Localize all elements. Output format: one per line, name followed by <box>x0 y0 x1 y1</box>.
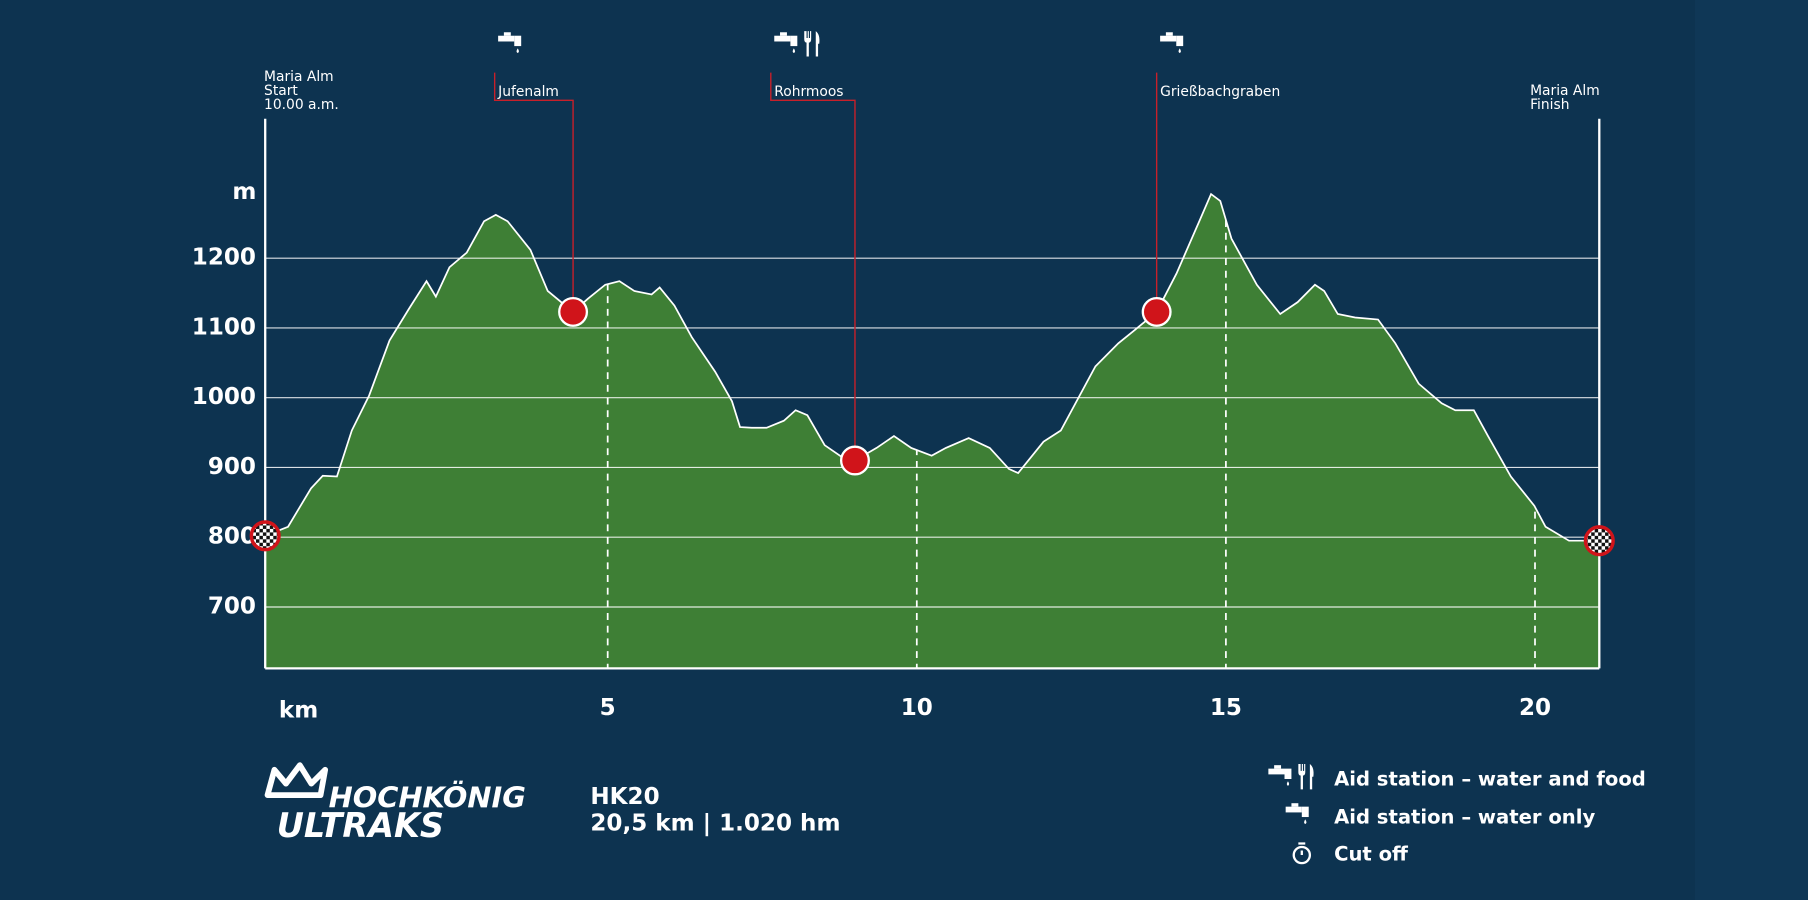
finish-label: Maria Alm <box>1530 83 1600 99</box>
legend-label: Aid station – water only <box>1334 806 1595 829</box>
station-icon-water <box>1160 32 1184 54</box>
y-tick-label: 700 <box>208 593 256 619</box>
aid-station <box>839 445 870 476</box>
station-icon-food <box>804 31 820 57</box>
logo-line2: ULTRAKS <box>277 806 444 845</box>
start-label: Start <box>264 83 298 99</box>
profile-line <box>264 192 1600 542</box>
logo-crown <box>264 762 329 799</box>
station-leader <box>770 72 856 461</box>
logo-line1: HOCHKÖNIG <box>329 781 526 815</box>
race-stats: 20,5 km | 1.020 hm <box>590 810 840 836</box>
x-tick-label: 20 <box>1519 695 1551 721</box>
station-icon-water <box>774 32 798 54</box>
y-axis-label: m <box>232 179 256 205</box>
x-axis-label: km <box>279 698 318 724</box>
station-leader <box>493 72 574 312</box>
finish-label: Finish <box>1530 97 1569 113</box>
start-marker <box>249 520 281 552</box>
area <box>265 194 1600 669</box>
legend-icon-cutoff <box>1292 845 1312 865</box>
start-label: Maria Alm <box>264 69 334 85</box>
legend-label: Aid station – water and food <box>1334 768 1646 791</box>
y-tick-label: 900 <box>208 454 256 480</box>
plot: 5 10 15 20 700 800 900 1000 1100 1200 m km Maria Alm… <box>192 31 1615 724</box>
y-tick-label: 1100 <box>192 314 256 340</box>
y-tick-label: 1200 <box>192 245 256 271</box>
station-label: Grießbachgraben <box>1160 84 1280 100</box>
logo: HOCHKÖNIG ULTRAKS <box>264 762 526 845</box>
aid-station <box>1141 296 1172 327</box>
background-band <box>1695 0 1808 900</box>
station-label: Jufenalm <box>497 84 559 100</box>
station-icon-water <box>498 32 522 54</box>
x-tick-label: 10 <box>901 695 933 721</box>
station-label: Rohrmoos <box>774 84 843 100</box>
y-tick-label: 1000 <box>192 384 256 410</box>
race-name: HK20 <box>590 784 659 810</box>
start-label: 10.00 a.m. <box>264 97 339 113</box>
x-tick-label: 15 <box>1210 695 1242 721</box>
legend-icon-food <box>1298 764 1314 790</box>
aid-station <box>558 296 589 327</box>
legend: Aid station – water and food Aid station… <box>1268 764 1646 866</box>
legend-icon-water <box>1285 803 1309 824</box>
x-tick-label: 5 <box>600 695 616 721</box>
finish-marker <box>1583 525 1615 557</box>
legend-icon-water <box>1268 765 1292 786</box>
legend-icon-cutoff-hand <box>1298 842 1306 856</box>
legend-label: Cut off <box>1334 843 1409 866</box>
y-tick-label: 800 <box>208 524 256 550</box>
